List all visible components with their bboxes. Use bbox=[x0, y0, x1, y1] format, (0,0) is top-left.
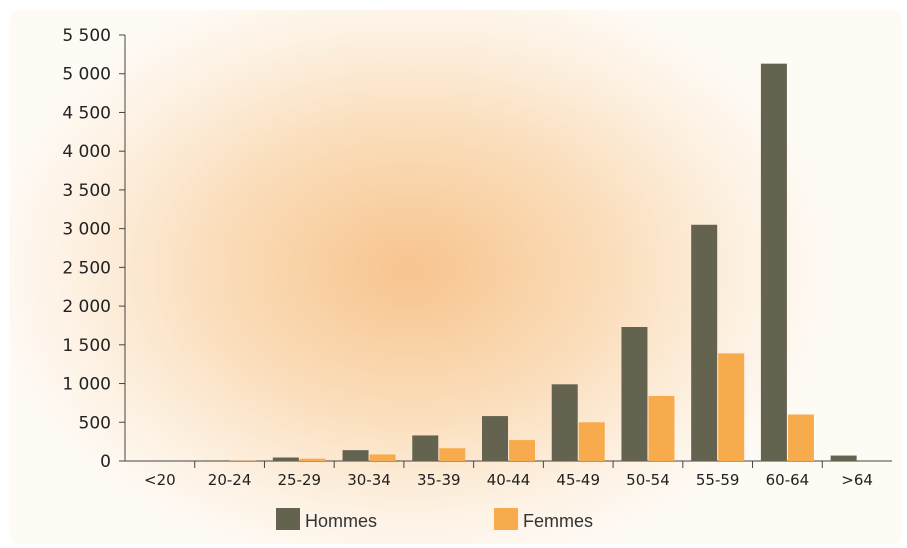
bar-hommes bbox=[272, 457, 299, 461]
y-tick-label: 4 500 bbox=[62, 103, 111, 123]
bars bbox=[203, 63, 857, 462]
x-tick-label: 60-64 bbox=[766, 471, 810, 489]
y-tick-label: 2 000 bbox=[62, 297, 111, 317]
y-tick-label: 5 000 bbox=[62, 65, 111, 85]
y-axis-ticks: 0 500 1 000 1 500 2 000 2 500 3 000 3 500 4 000 4… bbox=[62, 26, 125, 472]
x-tick-label: 30-34 bbox=[347, 471, 391, 489]
bar-hommes bbox=[482, 416, 508, 461]
x-tick-label: 45-49 bbox=[556, 471, 600, 489]
bar-hommes bbox=[551, 384, 578, 461]
y-tick-label: 1 000 bbox=[62, 375, 111, 395]
legend-swatch bbox=[276, 508, 300, 530]
bar-hommes bbox=[412, 435, 439, 461]
y-tick-label: 3 000 bbox=[62, 220, 111, 240]
bar-hommes bbox=[342, 450, 369, 461]
x-tick-label: 50-54 bbox=[626, 471, 670, 489]
bar-femmes bbox=[648, 395, 675, 461]
y-tick-label: 1 500 bbox=[62, 336, 111, 356]
x-axis-ticks: <20 20-24 25-29 30-34 35-39 40-44 45-49 50-54 55… bbox=[144, 461, 873, 489]
legend-label: Hommes bbox=[305, 511, 377, 531]
bar-hommes bbox=[621, 327, 648, 461]
bar-femmes bbox=[439, 448, 466, 461]
bar-hommes bbox=[691, 224, 718, 461]
x-tick-label: >64 bbox=[841, 471, 873, 489]
bar-femmes bbox=[718, 353, 745, 461]
legend-swatch bbox=[494, 508, 518, 530]
y-tick-label: 3 500 bbox=[62, 181, 111, 201]
bar-femmes bbox=[787, 414, 814, 461]
bar-femmes bbox=[578, 422, 605, 461]
x-tick-label: 35-39 bbox=[417, 471, 461, 489]
x-tick-label: 25-29 bbox=[278, 471, 322, 489]
bar-hommes bbox=[203, 460, 230, 461]
y-tick-label: 500 bbox=[79, 413, 111, 433]
x-tick-label: 40-44 bbox=[487, 471, 531, 489]
bar-femmes bbox=[509, 440, 535, 461]
bar-femmes bbox=[369, 454, 396, 461]
x-tick-label: 20-24 bbox=[208, 471, 252, 489]
x-tick-label: 55-59 bbox=[696, 471, 740, 489]
bar-hommes bbox=[760, 63, 787, 462]
y-tick-label: 2 500 bbox=[62, 258, 111, 278]
bar-hommes bbox=[830, 455, 857, 461]
x-tick-label: <20 bbox=[144, 471, 176, 489]
y-tick-label: 0 bbox=[100, 452, 111, 472]
y-tick-label: 4 000 bbox=[62, 142, 111, 162]
bar-femmes bbox=[299, 458, 326, 461]
y-tick-label: 5 500 bbox=[62, 26, 111, 46]
legend: Hommes Femmes bbox=[276, 508, 593, 531]
legend-label: Femmes bbox=[523, 511, 593, 531]
